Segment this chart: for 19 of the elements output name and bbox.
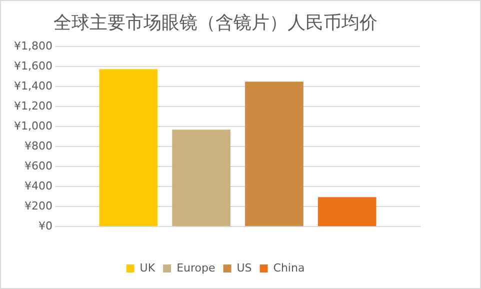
bar [99, 69, 158, 226]
y-tick-label: ¥400 [24, 179, 52, 192]
chart-title: 全球主要市场眼镜（含镜片）人民币均价 [54, 12, 378, 34]
legend-label: US [236, 261, 252, 274]
bar [172, 130, 230, 226]
y-tick-label: ¥1,400 [14, 79, 52, 92]
y-tick-label: ¥0 [38, 219, 52, 232]
legend-label: Europe [176, 261, 216, 274]
legend-label: UK [140, 261, 156, 274]
y-tick-label: ¥1,800 [14, 39, 52, 52]
y-tick-label: ¥1,200 [14, 99, 52, 112]
bar [318, 197, 376, 226]
y-tick-label: ¥1,000 [14, 119, 52, 132]
y-tick-label: ¥1,600 [14, 59, 52, 72]
legend-label: China [273, 261, 305, 274]
y-tick-label: ¥600 [24, 159, 52, 172]
y-tick-label: ¥200 [24, 199, 52, 212]
bar [245, 82, 304, 226]
y-tick-label: ¥800 [24, 139, 52, 152]
